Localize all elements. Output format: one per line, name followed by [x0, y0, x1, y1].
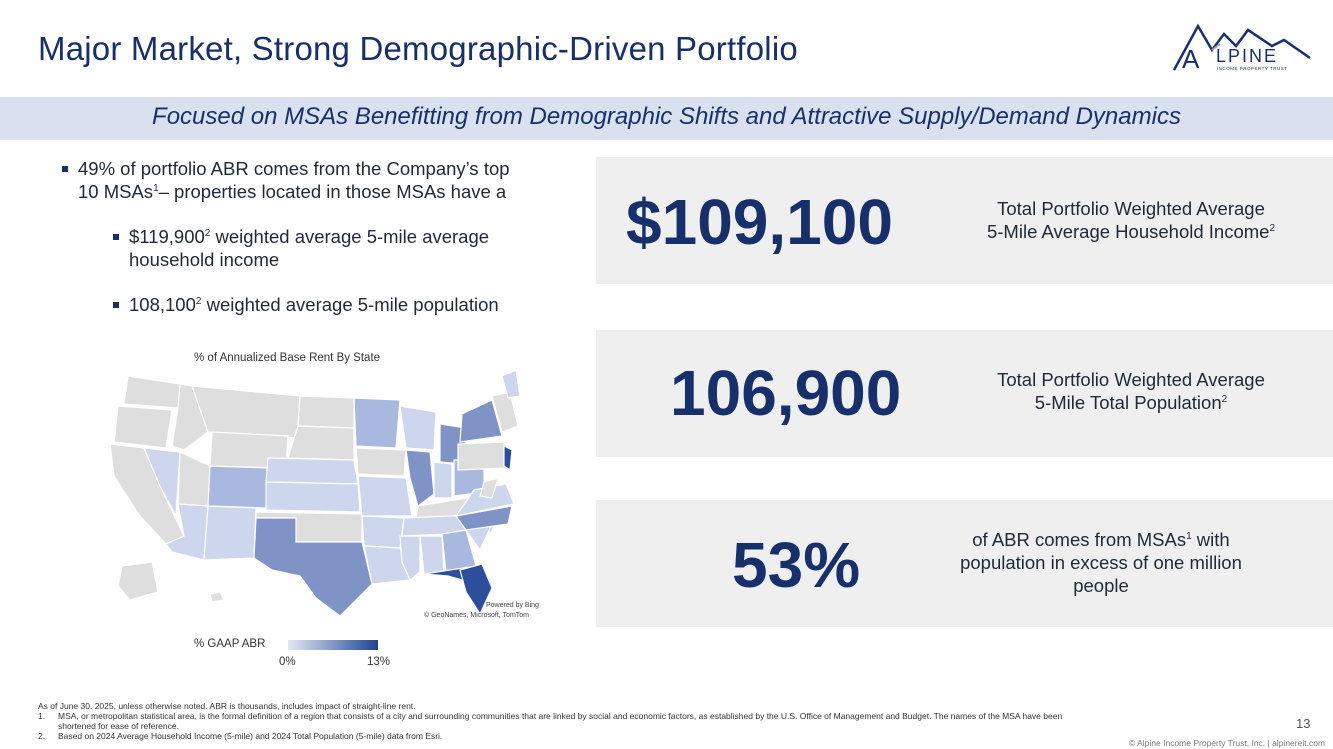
- state-nv: [143, 447, 181, 519]
- state-or: [113, 405, 173, 449]
- state-mo: [357, 475, 413, 517]
- bullet-main: 49% of portfolio ABR comes from the Comp…: [60, 157, 570, 203]
- stat-card-population: 106,900 Total Portfolio Weighted Average…: [596, 330, 1333, 457]
- footnotes: As of June 30. 2025, unless otherwise no…: [38, 701, 1278, 741]
- state-ms: [399, 535, 421, 581]
- state-al: [419, 535, 445, 575]
- state-ut: [177, 451, 211, 507]
- map-powered-by: Powered by Bing: [486, 602, 539, 609]
- footnote-intro: As of June 30. 2025, unless otherwise no…: [38, 701, 416, 711]
- footnote-1: 1. MSA, or metropolitan statistical area…: [38, 711, 1063, 731]
- state-wa: [123, 375, 181, 409]
- stat-description: Total Portfolio Weighted Average 5-Mile …: [986, 198, 1276, 242]
- state-ar: [361, 515, 405, 549]
- stat-description: Total Portfolio Weighted Average 5-Mile …: [997, 369, 1265, 413]
- alpine-logo: A: [1172, 23, 1311, 74]
- state-tx: [253, 517, 373, 616]
- stat-value: 106,900: [670, 357, 902, 429]
- state-in: [433, 461, 453, 499]
- state-ak: [117, 561, 159, 601]
- state-ks: [265, 481, 361, 513]
- state-ne: [265, 457, 359, 485]
- bullet-income: $119,9002 weighted average 5-mile averag…: [60, 225, 570, 271]
- state-nm: [203, 505, 257, 561]
- legend-max: 13%: [367, 656, 391, 668]
- state-wi: [399, 405, 437, 451]
- map-title: % of Annualized Base Rent By State: [194, 352, 381, 364]
- state-co: [207, 465, 269, 509]
- mountain-icon: [1172, 23, 1311, 71]
- state-nj: [503, 445, 513, 472]
- state-il: [405, 449, 435, 508]
- stat-value: $109,100: [626, 186, 893, 258]
- state-nd: [297, 395, 355, 429]
- stat-card-abr: 53% of ABR comes from MSAs1 with populat…: [596, 500, 1333, 627]
- bullet-population: 108,1002 weighted average 5-mile populat…: [60, 293, 570, 316]
- state-me: [501, 369, 520, 399]
- stat-description: of ABR comes from MSAs1 with population …: [960, 529, 1242, 596]
- state-nc: [454, 505, 513, 531]
- copyright: © Alpine Income Property Trust, Inc. | a…: [1128, 738, 1325, 748]
- bullet-list: 49% of portfolio ABR comes from the Comp…: [60, 157, 570, 316]
- banner-text: Focused on MSAs Benefitting from Demogra…: [152, 103, 1181, 130]
- logo-letter: A: [1182, 44, 1200, 74]
- state-ia: [355, 447, 407, 477]
- logo-subtitle: INCOME PROPERTY TRUST: [1217, 66, 1288, 71]
- logo-text: LPINE: [1216, 46, 1279, 66]
- state-mn: [353, 397, 401, 449]
- state-new-england: [491, 391, 519, 433]
- state-ny: [459, 399, 503, 443]
- legend-label: % GAAP ABR: [194, 638, 266, 650]
- state-pa: [457, 441, 507, 471]
- page-number: 13: [1296, 716, 1311, 731]
- state-hi: [209, 591, 225, 603]
- state-mt: [191, 385, 301, 439]
- legend-gradient: [288, 640, 378, 650]
- state-wv: [479, 477, 499, 499]
- page-title: Major Market, Strong Demographic-Driven …: [38, 30, 798, 67]
- footnote-2: 2. Based on 2024 Average Household Incom…: [38, 731, 443, 741]
- stat-card-income: $109,100 Total Portfolio Weighted Averag…: [596, 157, 1333, 284]
- banner: [0, 97, 1333, 140]
- stat-value: 53%: [732, 529, 861, 601]
- us-state-map: [109, 369, 520, 616]
- state-sd: [287, 425, 355, 461]
- legend-min: 0%: [279, 656, 296, 668]
- map-attribution: © GeoNames, Microsoft, TomTom: [424, 612, 529, 619]
- state-fl-peninsula: [459, 563, 493, 616]
